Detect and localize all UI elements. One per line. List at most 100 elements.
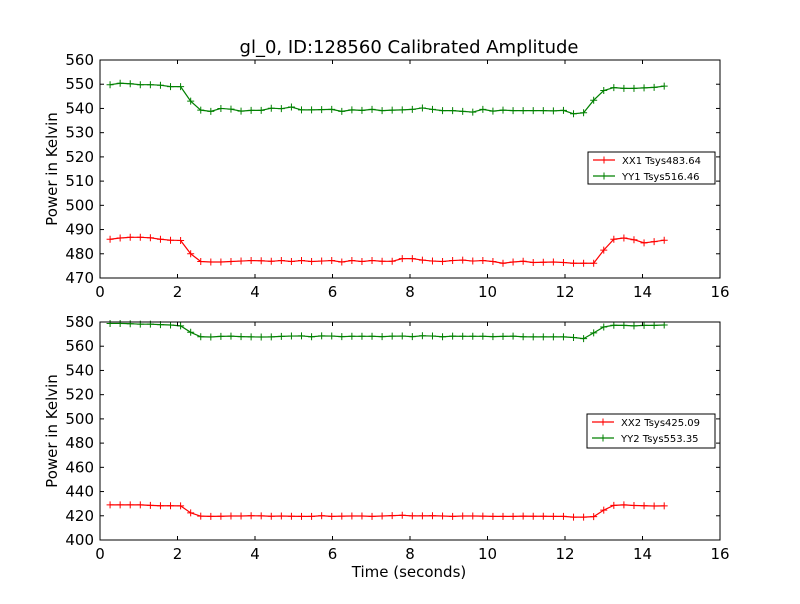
data-point-1-1-5 [146,234,154,242]
data-point-2-1-55 [650,502,658,510]
data-point-2-2-23 [328,332,336,340]
x-axis-label: Time (seconds) [351,563,467,581]
data-point-1-1-18 [277,257,285,265]
data-point-2-1-48 [580,513,588,521]
data-point-1-2-16 [257,106,265,114]
data-point-1-1-29 [388,257,396,265]
data-point-2-2-24 [338,333,346,341]
data-point-1-2-36 [459,107,467,115]
data-point-2-1-26 [358,512,366,520]
data-point-2-2-11 [207,333,215,341]
data-point-1-2-47 [570,110,578,118]
y-tick-label-1-4: 510 [65,172,94,190]
data-point-2-2-19 [287,332,295,340]
data-point-2-1-30 [398,511,406,519]
y-tick-label-2-1: 420 [65,507,94,525]
data-point-1-1-51 [610,235,618,243]
data-point-1-1-24 [338,258,346,266]
data-point-2-2-36 [459,332,467,340]
data-point-1-1-11 [207,258,215,266]
data-point-1-2-26 [358,106,366,114]
data-point-1-2-1 [106,81,114,89]
data-point-1-2-42 [519,107,527,115]
data-point-1-2-56 [660,82,668,90]
data-point-1-2-51 [610,84,618,92]
data-point-1-2-28 [378,107,386,115]
data-point-2-1-25 [348,512,356,520]
y-tick-label-2-7: 540 [65,361,94,379]
y-tick-label-1-7: 540 [65,99,94,117]
x-tick-label-2-4: 8 [405,545,415,563]
data-point-1-2-15 [247,106,255,114]
data-point-2-2-45 [549,333,557,341]
y-tick-label-2-2: 440 [65,483,94,501]
y-axis-label-2: Power in Kelvin [43,374,61,488]
data-point-1-2-23 [328,105,336,113]
data-point-2-1-6 [156,502,164,510]
data-point-1-1-17 [267,257,275,265]
data-point-1-2-53 [630,84,638,92]
data-point-2-1-17 [267,512,275,520]
data-point-1-1-38 [479,257,487,265]
data-point-2-1-46 [559,512,567,520]
data-point-1-1-12 [217,258,225,266]
data-point-2-1-41 [509,512,517,520]
x-tick-label-2-6: 12 [555,545,574,563]
x-tick-label-2-1: 2 [173,545,183,563]
data-point-1-2-7 [167,83,175,91]
data-point-2-2-21 [308,333,316,341]
legend-box-1 [587,151,716,185]
data-point-1-1-4 [136,233,144,241]
data-point-1-2-29 [388,106,396,114]
data-point-2-1-14 [237,512,245,520]
data-point-1-2-21 [308,106,316,114]
data-point-1-1-45 [549,258,557,266]
data-point-2-2-27 [368,332,376,340]
data-point-1-1-23 [328,257,336,265]
x-tick-label-1-5: 10 [478,283,497,301]
x-tick-label-2-8: 16 [710,545,729,563]
data-point-2-2-20 [298,332,305,340]
data-point-2-1-51 [610,501,618,509]
data-point-1-2-5 [146,81,154,89]
data-point-1-1-35 [449,257,457,265]
data-point-1-1-19 [287,258,295,266]
legend-label-2-2: YY2 Tsys553.35 [620,434,699,445]
legend-marker-1-2 [600,172,608,180]
data-point-1-2-6 [156,81,164,89]
data-point-2-1-13 [227,512,235,520]
data-point-1-1-41 [509,258,517,266]
legend-marker-2-1 [599,418,607,426]
data-point-1-1-1 [106,235,114,243]
data-point-1-2-52 [620,84,628,92]
data-point-2-2-15 [247,333,255,341]
y-tick-label-2-5: 500 [65,410,94,428]
data-point-1-1-48 [580,259,588,267]
data-point-2-2-40 [499,332,507,340]
data-point-1-2-32 [418,104,426,112]
data-point-1-1-39 [489,258,497,266]
data-point-2-2-48 [580,335,588,343]
data-point-2-1-47 [570,513,578,521]
data-point-1-2-41 [509,107,517,115]
data-point-1-1-46 [559,258,567,266]
y-tick-label-2-0: 400 [65,531,94,549]
data-point-1-1-16 [257,257,265,265]
data-point-2-2-38 [479,332,487,340]
data-point-2-2-28 [378,333,386,341]
data-point-1-2-49 [590,96,598,104]
data-point-1-2-11 [207,107,215,115]
data-point-1-2-19 [287,103,295,111]
data-point-1-1-25 [348,257,356,265]
data-point-1-2-20 [298,106,305,114]
data-point-2-1-37 [469,512,477,520]
data-point-2-2-22 [318,332,326,340]
data-point-1-1-26 [358,258,366,266]
data-point-2-1-56 [660,502,668,510]
data-point-1-1-20 [298,257,305,265]
data-point-1-1-7 [167,236,175,244]
data-point-2-1-49 [590,513,598,521]
data-point-1-1-53 [630,236,638,244]
data-point-1-2-40 [499,106,507,114]
